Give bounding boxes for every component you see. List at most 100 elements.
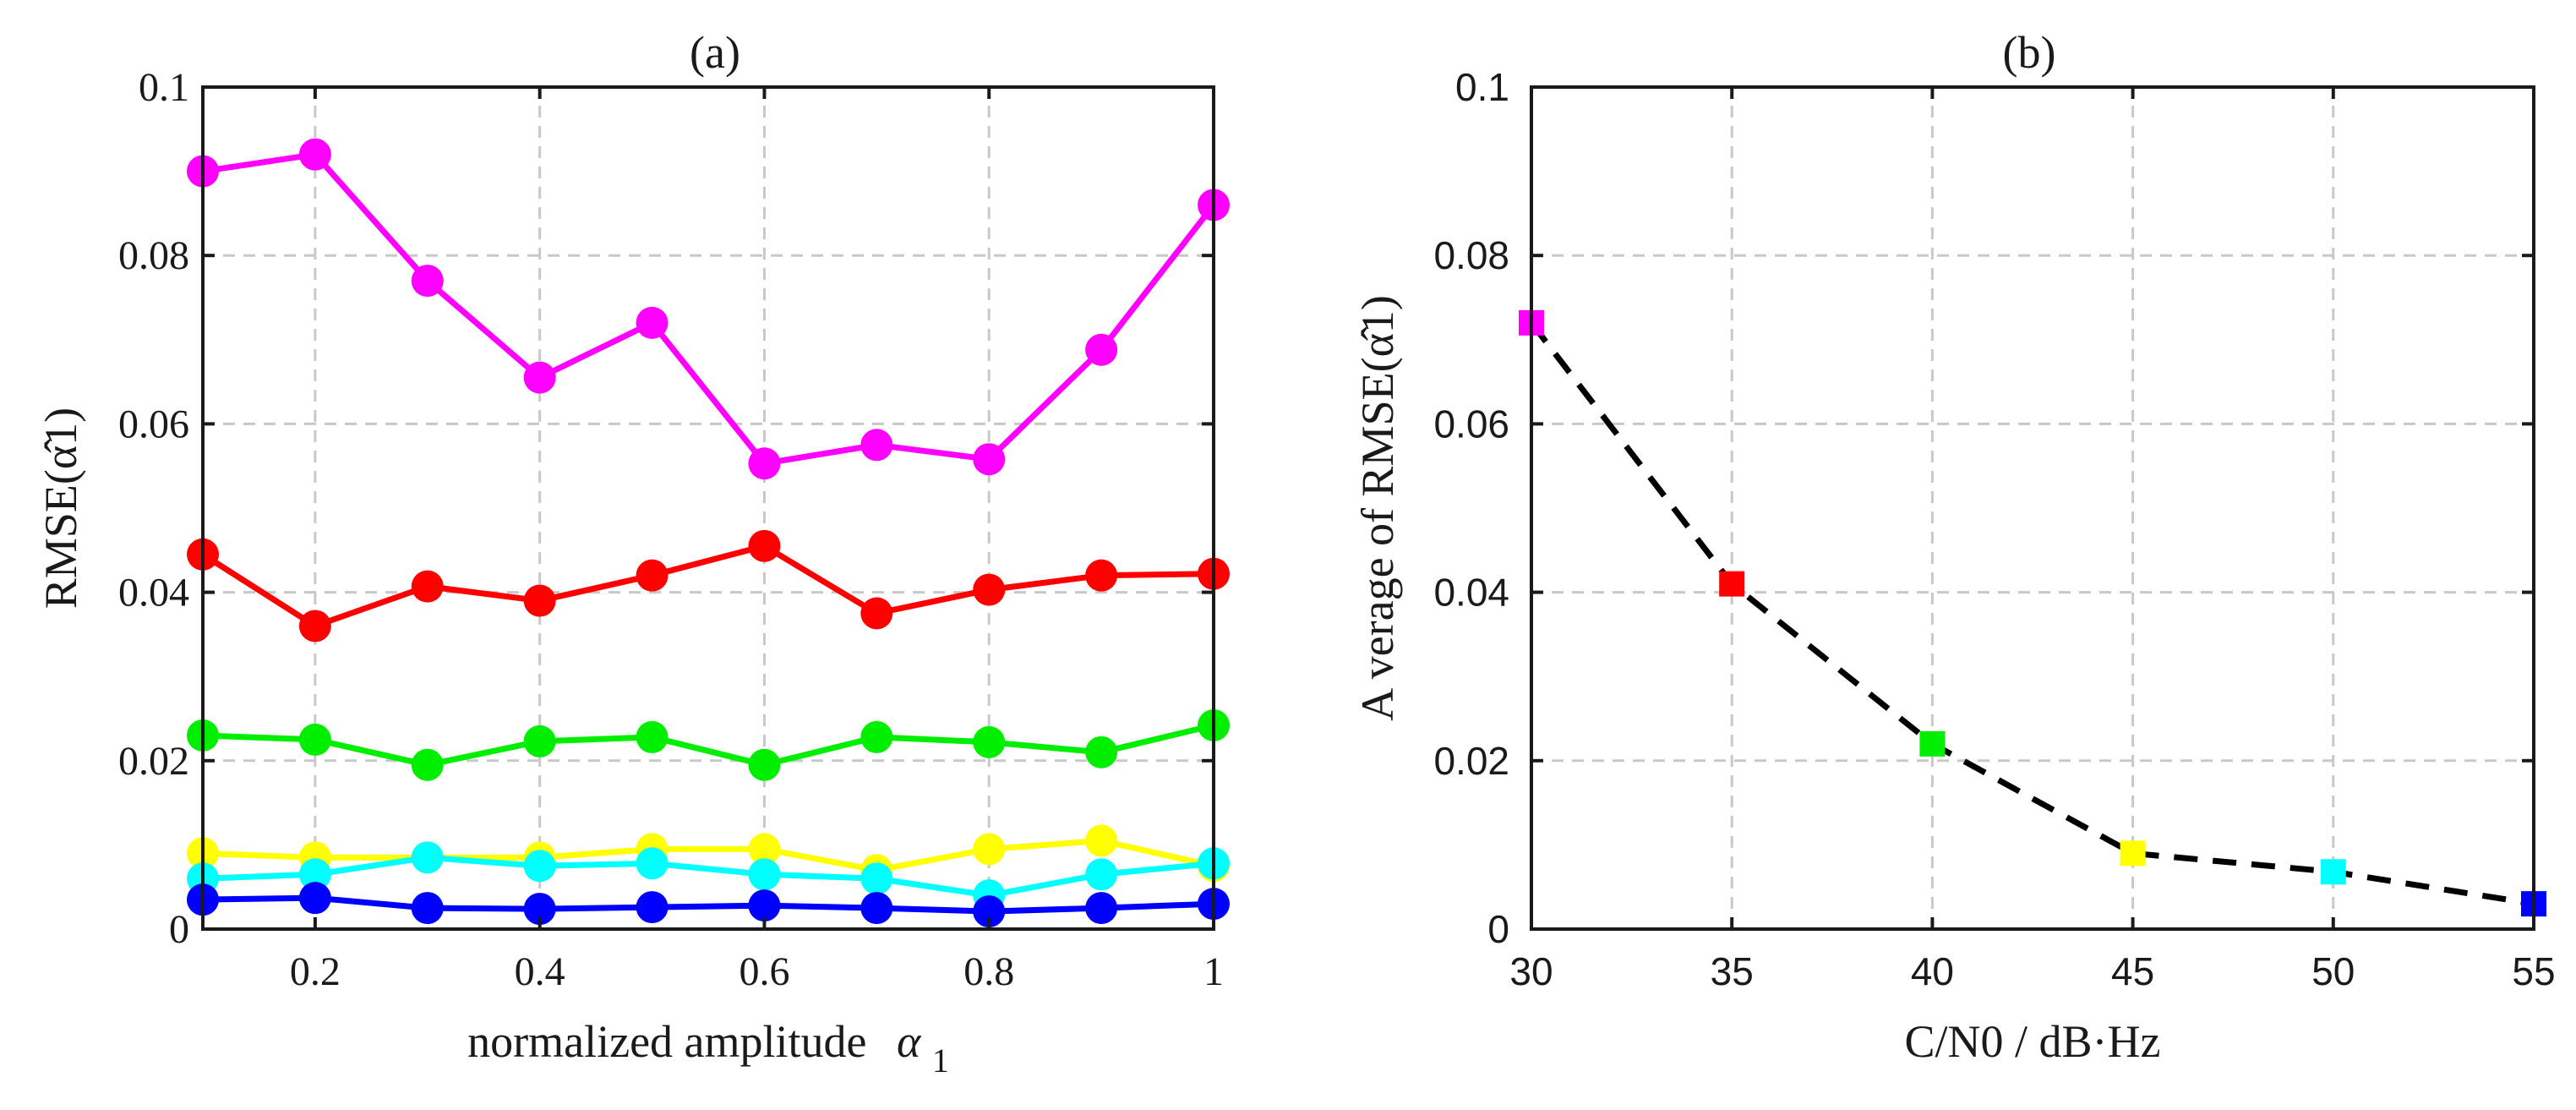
data-point [636,306,669,339]
data-point [298,723,331,756]
square-marker [1919,730,1946,757]
panel-a-series [187,138,1230,928]
panel-b-axes-box [1530,85,2535,931]
a-x-tick-label: 0.6 [739,949,789,994]
panel-a-x-label-symbol: α [897,1016,922,1067]
data-point [860,892,893,925]
square-marker [2320,859,2346,885]
data-point [860,597,893,630]
b-y-tick-label: 0.02 [1433,739,1509,783]
series-50-dbhz [187,841,1230,912]
panel-b-x-label: C/N0 / dB·Hz [1905,1016,2161,1067]
panel-a-grid [203,87,1214,929]
data-point [636,720,669,753]
square-marker [2120,840,2146,867]
data-point [748,748,781,781]
series-30-dbhz [187,138,1230,480]
data-point [748,889,781,922]
data-point [298,882,331,915]
a-x-tick-label: 0.4 [515,949,565,994]
panel-b-series [1519,309,2546,917]
b-x-tick-label: 55 [2512,949,2555,993]
panel-a-ticks [203,85,1215,931]
series-40-dbhz [187,708,1230,781]
panel-a-axes-box [201,85,1215,931]
panel-a-x-label-subscript: 1 [932,1042,949,1080]
data-point [748,833,781,866]
data-point [636,559,669,592]
panel-a-y-label: RMSE(α̂1) [35,407,86,609]
data-point [973,833,1006,866]
data-point [1085,559,1118,592]
series-line [202,837,1214,873]
data-point [411,892,444,925]
data-point [411,570,444,603]
a-y-tick-label: 0.1 [139,65,189,110]
data-point [973,443,1006,476]
data-point [973,573,1006,606]
square-marker [1719,571,1745,597]
panel-b-grid [1531,87,2534,929]
data-point [1085,735,1118,768]
panel-a-y-tick-labels: 0 0.02 0.04 0.06 0.08 0.1 [118,65,189,952]
data-point [860,720,893,753]
panel-a-title: (a) [690,27,740,78]
b-x-tick-label: 45 [2111,949,2154,993]
data-point [411,841,444,874]
data-point [1085,858,1118,891]
data-point [298,858,331,891]
data-point [1085,333,1118,366]
data-point [636,891,669,924]
panel-a-x-tick-labels: 0.2 0.4 0.6 0.8 1 [290,949,1224,994]
a-y-tick-label: 0.08 [118,233,189,278]
data-point [860,429,893,462]
b-y-tick-label: 0.08 [1433,233,1509,277]
panel-a: (a) 0 0.02 0.04 0.06 0.08 0.1 0.2 0.4 0.6 0.8 1 R… [35,27,1230,1080]
series-55-dbhz [187,882,1230,928]
panel-b-y-tick-labels: 0 0.02 0.04 0.06 0.08 0.1 [1433,65,1509,951]
average-rmse-line [1529,320,2535,907]
b-y-tick-label: 0.06 [1433,402,1509,446]
data-point [523,584,556,617]
b-y-tick-label: 0 [1487,907,1509,951]
data-point [523,893,556,926]
a-x-tick-label: 1 [1203,949,1224,994]
data-point [748,529,781,562]
series-line [201,543,1214,629]
b-x-tick-label: 50 [2311,949,2355,993]
series-line [202,151,1216,467]
panel-a-x-label: normalized amplitude α 1 [467,1016,949,1080]
data-point [523,725,556,757]
data-point [523,361,556,394]
series-line [202,894,1214,915]
panel-b-y-label: A verage of RMSE(α̂1) [1352,295,1403,721]
data-point [636,847,669,880]
b-y-tick-label: 0.04 [1433,571,1509,615]
data-point [411,265,444,298]
a-x-tick-label: 0.2 [290,949,341,994]
data-point [411,748,444,781]
panel-b-ticks [1530,85,2535,931]
series-line [202,854,1214,899]
a-y-tick-label: 0.02 [118,739,189,784]
data-point [973,725,1006,758]
a-y-tick-label: 0 [169,907,189,952]
b-x-tick-label: 30 [1509,949,1553,993]
data-point [748,447,781,480]
panel-b: (b) 0 0.02 0.04 0.06 0.08 0.1 30 35 40 45 50 55 A … [1352,27,2556,1067]
data-point [860,862,893,895]
data-point [1085,892,1118,925]
data-point [298,138,331,171]
panel-b-title: (b) [2003,27,2056,78]
series-35-dbhz [187,529,1230,642]
data-point [973,895,1006,928]
panel-a-x-label-text: normalized amplitude [467,1016,866,1067]
b-x-tick-label: 35 [1711,949,1754,993]
a-x-tick-label: 0.8 [963,949,1014,994]
data-point [523,850,556,883]
data-point [748,858,781,891]
b-x-tick-label: 40 [1911,949,1954,993]
b-y-tick-label: 0.1 [1455,65,1509,109]
a-y-tick-label: 0.04 [118,571,189,615]
